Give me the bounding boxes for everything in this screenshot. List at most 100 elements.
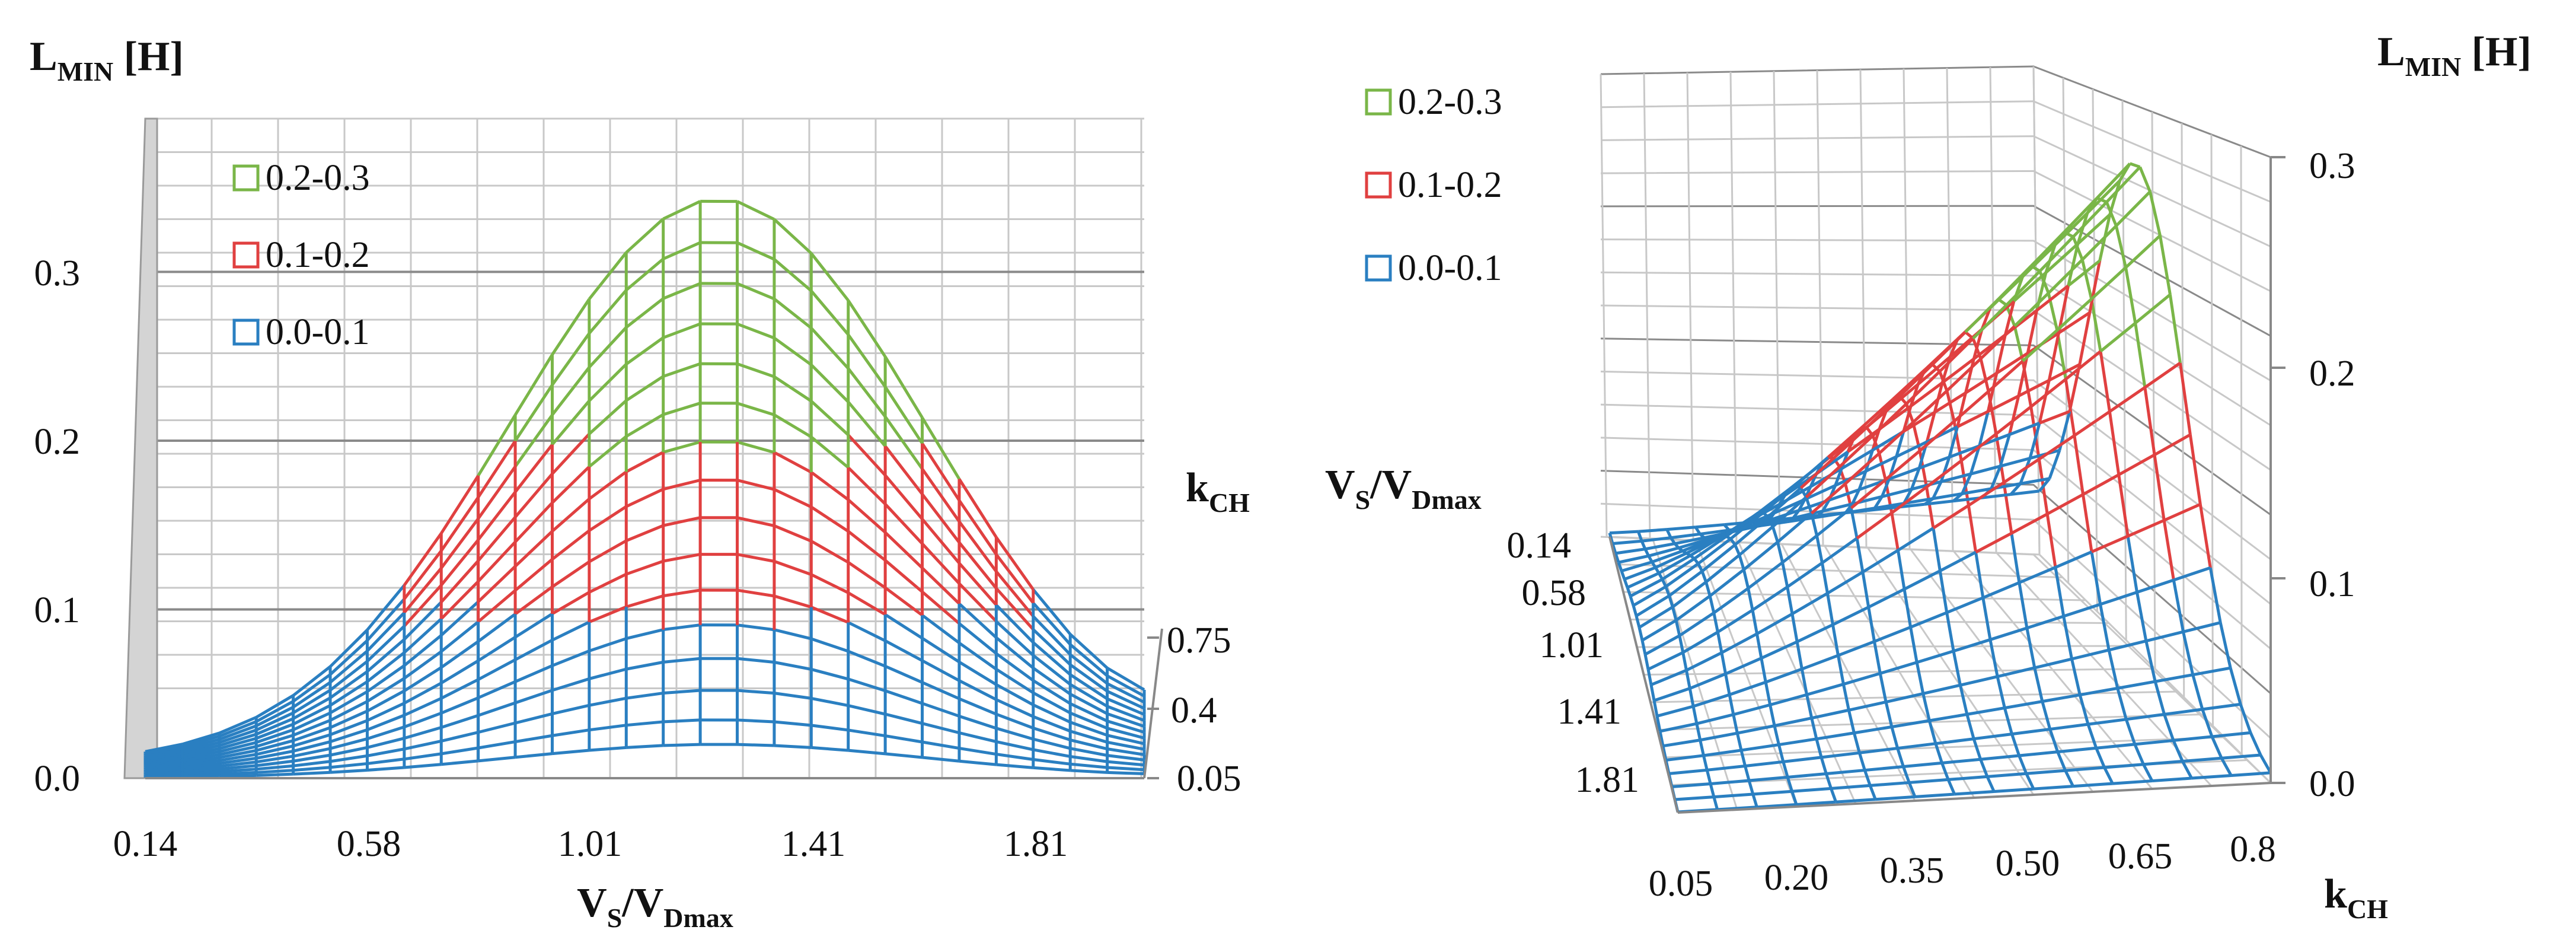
mesh-line [996, 754, 1033, 760]
mesh-line [2004, 708, 2012, 734]
mesh-line [922, 724, 959, 733]
mesh-line [1651, 670, 1686, 685]
mesh-line [1633, 606, 1636, 616]
mesh-line [2136, 323, 2145, 387]
mesh-line [811, 575, 848, 593]
mesh-line [1633, 587, 1666, 606]
mesh-line [774, 489, 811, 507]
mesh-line [219, 775, 256, 776]
mesh-line [1981, 756, 2019, 759]
mesh-line [885, 666, 922, 682]
mesh-line [1700, 740, 1704, 756]
mesh-line [922, 757, 959, 761]
mesh-line [1911, 627, 1917, 662]
mesh-line [1700, 733, 1738, 740]
mesh-line [1645, 636, 1680, 655]
mesh-line [2026, 770, 2066, 773]
mesh-line [2261, 755, 2271, 773]
mesh-line [2047, 514, 2055, 568]
mesh-line [552, 750, 589, 754]
mesh-line [404, 727, 441, 738]
mesh-line [2154, 455, 2164, 520]
mesh-line [1879, 453, 1886, 479]
right-x-tick: 0.58 [1522, 573, 1587, 613]
mesh-line [1893, 370, 1926, 399]
right-z-tick: 0.3 [2309, 146, 2355, 186]
mesh-line [441, 602, 478, 636]
mesh-line [663, 442, 700, 452]
mesh-line [626, 693, 663, 699]
mesh-line [626, 219, 663, 253]
back-gridline [1601, 66, 2271, 157]
back-gridline [1601, 339, 2271, 515]
mesh-line [959, 716, 996, 728]
mesh-line [1833, 625, 1838, 655]
mesh-line [885, 588, 922, 615]
mesh-line [1942, 759, 1981, 763]
legend-label: 0.1-0.2 [1398, 165, 1502, 205]
right-surface-chart: LMIN [H] 0.3 0.2 0.1 0.0 0.14 0.58 1.01 … [1325, 29, 2532, 924]
mesh-line [2000, 435, 2009, 466]
mesh-line [478, 723, 515, 733]
legend-label: 0.1-0.2 [266, 235, 370, 275]
mesh-line [885, 736, 922, 742]
mesh-line [2128, 520, 2164, 536]
mesh-line [1792, 791, 1796, 804]
mesh-line [848, 706, 885, 714]
mesh-line [1669, 770, 1707, 773]
left-surface-mesh [145, 201, 1144, 777]
mesh-line [848, 335, 885, 387]
mesh-line [885, 416, 922, 469]
mesh-line [1714, 794, 1753, 797]
mesh-line [2000, 458, 2030, 466]
mesh-line [367, 738, 404, 748]
mesh-line [2150, 192, 2160, 235]
mesh-line [2082, 226, 2116, 260]
mesh-line [1753, 794, 1757, 807]
mesh-line [478, 467, 515, 519]
mesh-line [1826, 770, 1865, 774]
mesh-line [1107, 749, 1144, 755]
mesh-line [1968, 482, 2003, 505]
mesh-line [922, 638, 959, 662]
mesh-line [1766, 682, 1770, 705]
mesh-line [738, 744, 774, 746]
left-x-tick: 1.81 [1004, 824, 1068, 864]
right-z-axis-title: LMIN [H] [2377, 29, 2532, 82]
mesh-line [330, 747, 367, 755]
mesh-line [367, 749, 404, 756]
mesh-line [922, 519, 959, 563]
mesh-line [1714, 613, 1718, 632]
mesh-line [1898, 749, 1904, 767]
mesh-line [774, 219, 811, 253]
mesh-line [589, 507, 626, 531]
mesh-line [885, 714, 922, 724]
legend-item: 0.0-0.1 [1367, 248, 1502, 288]
mesh-line [1857, 513, 1892, 539]
mesh-line [1802, 655, 1838, 669]
mesh-line [1870, 782, 1909, 785]
mesh-line [811, 639, 848, 651]
mesh-line [367, 585, 404, 630]
mesh-line [2231, 773, 2271, 776]
mesh-line [2143, 765, 2152, 781]
mesh-line [1999, 266, 2032, 299]
left-legend: 0.2-0.3 0.1-0.2 0.0-0.1 [234, 158, 370, 352]
mesh-line [2173, 737, 2212, 740]
mesh-line [1967, 708, 2004, 715]
mesh-line [1610, 531, 1638, 533]
mesh-line [848, 593, 885, 614]
mesh-line [552, 299, 589, 355]
mesh-line [2058, 748, 2096, 751]
mesh-line [515, 355, 552, 415]
mesh-line [404, 765, 441, 768]
mesh-line [1917, 663, 1923, 694]
mesh-line [2155, 682, 2164, 714]
back-gridline [2241, 146, 2242, 754]
mesh-line [2012, 514, 2047, 533]
mesh-line [1783, 536, 1817, 562]
mesh-line [1697, 715, 1734, 724]
legend-swatch [234, 320, 258, 344]
mesh-line [1960, 677, 1997, 686]
legend-swatch [234, 243, 258, 267]
